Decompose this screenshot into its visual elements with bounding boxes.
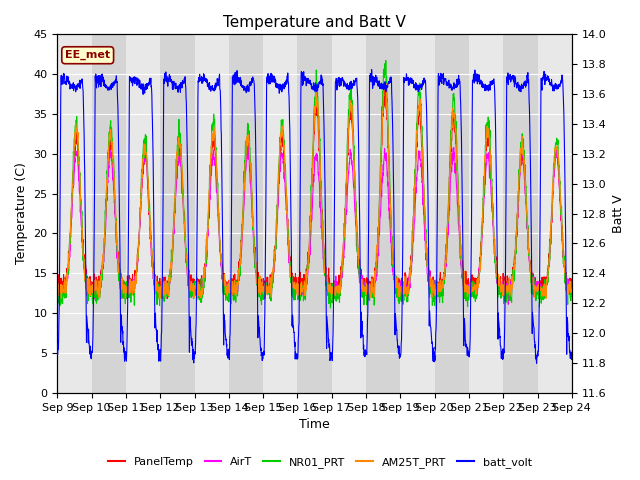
Bar <box>503 34 538 393</box>
Bar <box>126 34 160 393</box>
Bar <box>366 34 401 393</box>
Text: EE_met: EE_met <box>65 50 110 60</box>
Y-axis label: Temperature (C): Temperature (C) <box>15 163 28 264</box>
Bar <box>92 34 126 393</box>
Bar <box>469 34 503 393</box>
Bar <box>298 34 332 393</box>
Bar <box>58 34 92 393</box>
Bar <box>538 34 572 393</box>
Bar <box>160 34 195 393</box>
Legend: PanelTemp, AirT, NR01_PRT, AM25T_PRT, batt_volt: PanelTemp, AirT, NR01_PRT, AM25T_PRT, ba… <box>104 452 536 472</box>
Bar <box>332 34 366 393</box>
Bar <box>401 34 435 393</box>
Bar <box>195 34 229 393</box>
X-axis label: Time: Time <box>300 419 330 432</box>
Bar <box>229 34 263 393</box>
Bar <box>435 34 469 393</box>
Title: Temperature and Batt V: Temperature and Batt V <box>223 15 406 30</box>
Y-axis label: Batt V: Batt V <box>612 194 625 233</box>
Bar <box>263 34 298 393</box>
